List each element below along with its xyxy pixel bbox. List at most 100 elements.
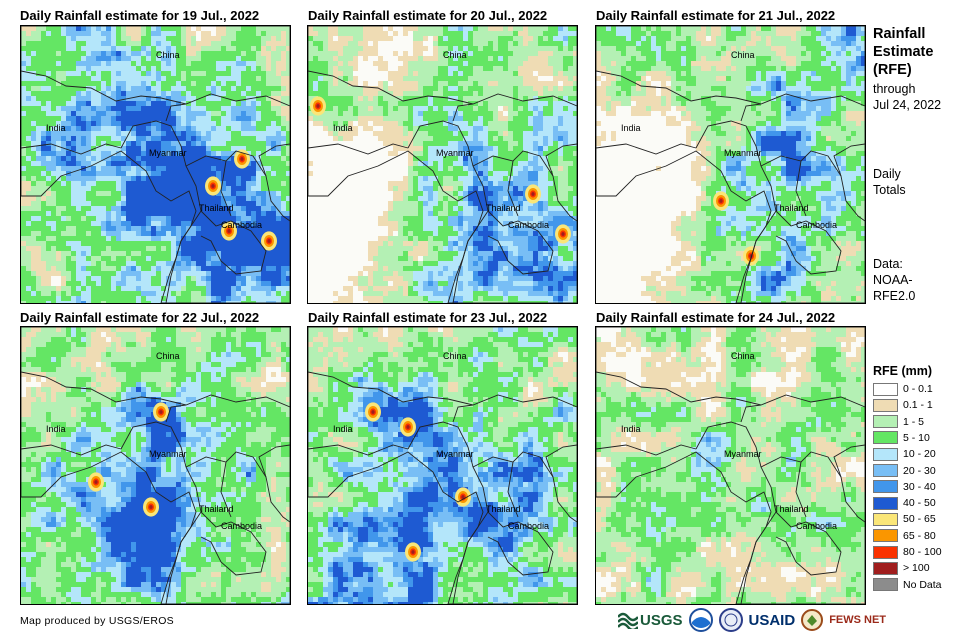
country-border: [452, 103, 474, 122]
legend-label: 50 - 65: [903, 513, 936, 526]
country-border: [795, 461, 807, 518]
panel-title-3: Daily Rainfall estimate for 21 Jul., 202…: [596, 8, 836, 23]
legend-swatch: [873, 447, 898, 461]
legend-item: 30 - 40: [873, 479, 936, 495]
legend-swatch: [873, 529, 898, 543]
legend-label: No Data: [903, 578, 942, 591]
sidebar-title-line3: (RFE): [873, 62, 912, 78]
rainfall-hotspot: [561, 232, 565, 236]
rainfall-map-22-jul: China India Myanmar Thailand Cambodia: [20, 326, 291, 605]
country-border: [21, 371, 290, 408]
map-label-thailand: Thailand: [774, 504, 809, 514]
country-border: [21, 444, 122, 456]
country-border: [833, 444, 865, 478]
country-border: [200, 511, 267, 576]
map-label-china: China: [443, 50, 467, 60]
legend-item: 5 - 10: [873, 430, 930, 446]
map-label-thailand: Thailand: [199, 203, 234, 213]
country-border: [21, 70, 290, 107]
rainfall-hotspot: [227, 229, 231, 233]
legend-label: 1 - 5: [903, 415, 925, 428]
map-label-myanmar: Myanmar: [149, 449, 187, 459]
country-border: [185, 451, 290, 523]
map-label-india: India: [46, 123, 66, 133]
legend-label: 30 - 40: [903, 480, 936, 493]
rainfall-hotspot: [211, 184, 215, 188]
legend-swatch: [873, 415, 898, 429]
country-border: [452, 404, 474, 423]
country-border: [200, 210, 267, 275]
legend-swatch: [873, 382, 898, 396]
legend-swatch: [873, 464, 898, 477]
legend-item: 80 - 100: [873, 544, 942, 560]
legend-swatch: [873, 480, 898, 494]
country-border: [740, 404, 762, 423]
country-border: [596, 371, 865, 408]
usgs-logo: USGS: [618, 611, 683, 629]
legend-item: 0 - 0.1: [873, 381, 933, 397]
sidebar-title-line1: Rainfall: [873, 26, 926, 42]
panel-title-2: Daily Rainfall estimate for 20 Jul., 202…: [308, 8, 548, 23]
map-label-india: India: [46, 424, 66, 434]
country-border: [258, 444, 290, 478]
rainfall-field: [21, 327, 290, 604]
sidebar-daily-totals: Daily Totals: [873, 166, 906, 198]
country-border: [308, 70, 577, 107]
fews-logo-icon: [801, 609, 824, 631]
sidebar-daily-line1: Daily: [873, 167, 901, 181]
sidebar-info: Rainfall Estimate (RFE) through Jul 24, …: [873, 25, 941, 113]
legend-label: > 100: [903, 562, 930, 575]
noaa-logo-icon: [688, 608, 713, 632]
sidebar-data-line3: RFE2.0: [873, 289, 916, 303]
country-border: [507, 461, 519, 518]
sidebar-daily-line2: Totals: [873, 183, 906, 197]
legend-item: No Data: [873, 577, 942, 593]
rainfall-hotspot: [159, 410, 163, 414]
legend-label: 10 - 20: [903, 448, 936, 461]
rainfall-hotspot: [240, 157, 244, 161]
coastline: [21, 327, 290, 604]
legend-label: 40 - 50: [903, 497, 936, 510]
coastline: [596, 327, 865, 604]
legend-item: 40 - 50: [873, 495, 936, 511]
map-label-china: China: [731, 50, 755, 60]
coastline: [596, 26, 865, 303]
rainfall-hotspot: [316, 104, 320, 108]
logo-bar: USGS USAID FEWS NET: [618, 606, 886, 634]
map-label-thailand: Thailand: [199, 504, 234, 514]
panel-title-6: Daily Rainfall estimate for 24 Jul., 202…: [596, 310, 836, 325]
legend-swatch: [873, 512, 898, 526]
rainfall-map-20-jul: China India Myanmar Thailand Cambodia: [307, 25, 578, 304]
country-border: [407, 120, 489, 303]
map-label-cambodia: Cambodia: [221, 220, 262, 230]
legend-item: 20 - 30: [873, 463, 936, 479]
coastline: [308, 327, 577, 604]
country-border: [165, 103, 187, 122]
country-border: [833, 143, 865, 177]
rainfall-map-19-jul: China India Myanmar Thailand Cambodia: [20, 25, 291, 304]
legend-swatch: [873, 561, 898, 575]
country-border: [258, 143, 290, 177]
map-label-myanmar: Myanmar: [436, 449, 474, 459]
rainfall-hotspot: [406, 425, 410, 429]
map-label-cambodia: Cambodia: [508, 220, 549, 230]
country-border: [120, 120, 202, 303]
rainfall-map-24-jul: China India Myanmar Thailand Cambodia: [595, 326, 866, 605]
coastline: [21, 26, 290, 303]
legend-label: 0 - 0.1: [903, 383, 933, 395]
country-border: [596, 70, 865, 107]
rainfall-hotspot: [371, 410, 375, 414]
map-label-china: China: [156, 351, 180, 361]
sidebar-title-line2: Estimate: [873, 44, 934, 60]
country-border: [545, 444, 577, 478]
map-label-china: China: [731, 351, 755, 361]
rainfall-hotspot: [719, 199, 723, 203]
map-label-china: China: [156, 50, 180, 60]
rainfall-field: [308, 327, 577, 604]
panel-title-5: Daily Rainfall estimate for 23 Jul., 202…: [308, 310, 548, 325]
country-border: [308, 371, 577, 408]
country-border: [695, 120, 777, 303]
country-border: [165, 404, 187, 423]
rainfall-hotspot: [149, 505, 153, 509]
country-border: [472, 150, 577, 222]
